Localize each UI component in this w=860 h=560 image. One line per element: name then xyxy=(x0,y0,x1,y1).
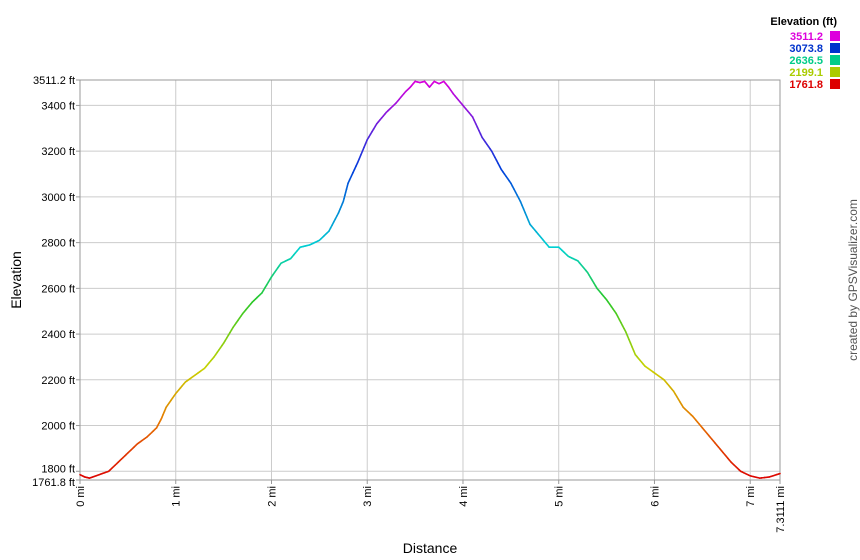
y-tick-label: 2600 ft xyxy=(41,283,75,295)
legend-swatch xyxy=(830,31,840,41)
x-tick-label: 1 mi xyxy=(171,486,183,507)
x-tick-label: 6 mi xyxy=(649,486,661,507)
credit-text: created by GPSVisualizer.com xyxy=(846,199,860,361)
legend-entry-label: 2636.5 xyxy=(789,55,823,67)
legend-swatch xyxy=(830,67,840,77)
y-tick-label: 3400 ft xyxy=(41,100,75,112)
plot-frame xyxy=(79,79,781,481)
x-axis-ticks: 0 mi 1 mi 2 mi 3 mi 4 mi 5 mi 6 mi 7 mi 7.3111 m… xyxy=(75,480,787,533)
legend-swatch xyxy=(830,43,840,53)
legend-swatch xyxy=(830,55,840,65)
y-tick-label: 3000 ft xyxy=(41,192,75,204)
y-tick-label: 2400 ft xyxy=(41,329,75,341)
x-tick-label: 2 mi xyxy=(266,486,278,507)
profile-segment xyxy=(777,472,781,475)
legend-entry-label: 3073.8 xyxy=(789,43,823,55)
legend: Elevation (ft) 3511.23073.82636.52199.11… xyxy=(770,16,840,91)
legend-entry-label: 1761.8 xyxy=(789,79,823,91)
x-tick-label: 3 mi xyxy=(362,486,374,507)
x-axis-title: Distance xyxy=(403,540,458,556)
legend-entry-label: 2199.1 xyxy=(789,67,823,79)
gridlines xyxy=(80,80,780,480)
y-axis-title: Elevation xyxy=(8,251,24,309)
y-axis-ticks: 1761.8 ft 1800 ft 2000 ft 2200 ft 2400 ft 260… xyxy=(32,75,80,489)
legend-swatch xyxy=(830,79,840,89)
y-tick-label: 1800 ft xyxy=(41,463,75,475)
x-tick-label: 7.3111 mi xyxy=(775,486,787,533)
y-tick-label: 3200 ft xyxy=(41,146,75,158)
x-tick-label: 0 mi xyxy=(75,486,87,507)
y-tick-label: 3511.2 ft xyxy=(33,75,75,87)
y-tick-label: 2200 ft xyxy=(41,375,75,387)
y-tick-label: 2000 ft xyxy=(41,421,75,433)
x-tick-label: 4 mi xyxy=(458,486,470,507)
elevation-profile-line xyxy=(79,80,781,479)
legend-title: Elevation (ft) xyxy=(770,16,837,28)
y-tick-label: 1761.8 ft xyxy=(32,477,75,489)
y-tick-label: 2800 ft xyxy=(41,238,75,250)
x-tick-label: 7 mi xyxy=(745,486,757,507)
legend-entry-label: 3511.2 xyxy=(790,31,823,43)
x-tick-label: 5 mi xyxy=(554,486,566,507)
